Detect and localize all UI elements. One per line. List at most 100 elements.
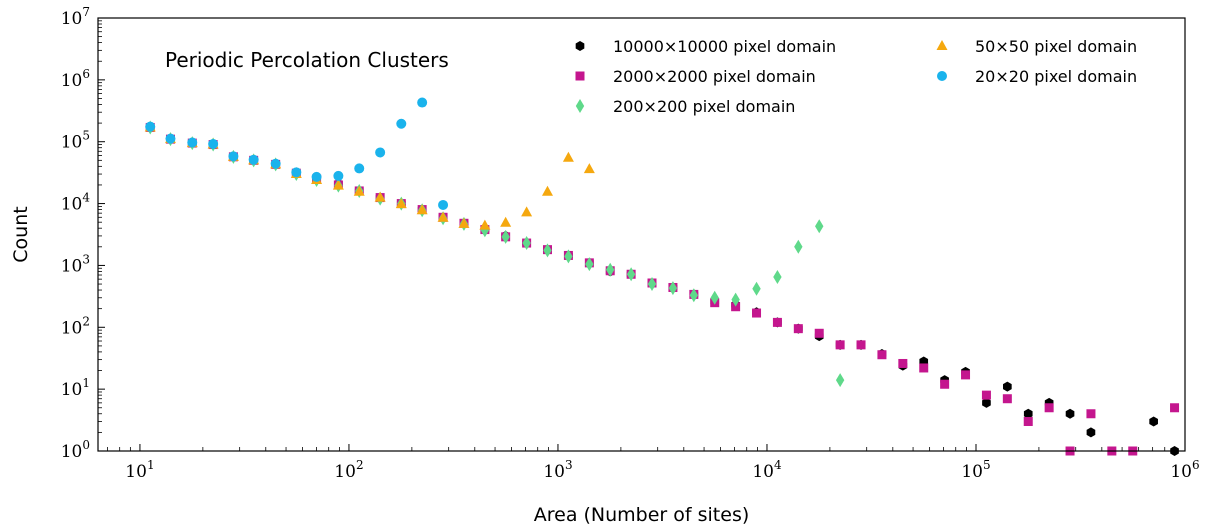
data-point [940, 379, 950, 389]
data-point [815, 219, 824, 234]
data-point [710, 290, 719, 305]
chart-title: Periodic Percolation Clusters [165, 48, 449, 72]
data-point [835, 340, 845, 350]
legend-marker [936, 40, 948, 50]
data-point [332, 179, 344, 190]
data-point [731, 302, 741, 312]
data-point [248, 154, 259, 165]
data-point [501, 229, 510, 244]
data-point [668, 281, 678, 296]
data-point [689, 288, 699, 303]
data-point [793, 324, 803, 334]
y-tick-label: 100 [61, 438, 90, 462]
data-point [228, 151, 239, 162]
y-tick-label: 104 [61, 191, 91, 215]
data-point [416, 204, 428, 215]
x-tick-label: 103 [543, 458, 572, 482]
x-tick-label: 102 [334, 458, 363, 482]
x-tick-label: 105 [961, 458, 990, 482]
data-point [856, 340, 866, 350]
data-point [1044, 403, 1054, 413]
data-point [145, 121, 156, 132]
y-tick-label: 106 [61, 67, 90, 91]
data-point [291, 167, 302, 178]
y-tick-label: 107 [61, 5, 90, 29]
data-point [1086, 427, 1096, 438]
data-point [772, 317, 782, 327]
data-point [270, 158, 281, 169]
legend-item: 2000×2000 pixel domain [575, 67, 816, 86]
legend-label: 10000×10000 pixel domain [613, 37, 836, 56]
legend: 10000×10000 pixel domain 2000×2000 pixel … [575, 37, 1137, 116]
plot-frame [97, 17, 1186, 452]
y-tick-label: 102 [61, 314, 90, 338]
legend-item: 200×200 pixel domain [575, 97, 795, 116]
data-point [1149, 416, 1158, 427]
data-point [814, 328, 824, 338]
data-point [479, 219, 491, 230]
legend-label: 20×20 pixel domain [975, 67, 1137, 86]
data-point [354, 163, 365, 174]
data-point [981, 390, 991, 400]
data-point [375, 147, 386, 158]
legend-marker [575, 71, 585, 81]
data-point [543, 243, 552, 258]
data-point [417, 97, 428, 108]
y-tick-label: 105 [61, 129, 90, 153]
x-tick-label: 104 [752, 458, 782, 482]
legend-item: 20×20 pixel domain [937, 67, 1137, 86]
legend-item: 10000×10000 pixel domain [575, 37, 836, 56]
data-point [1170, 403, 1180, 413]
data-point [562, 151, 574, 162]
data-point [773, 270, 782, 285]
data-point [1003, 381, 1012, 392]
data-point [585, 257, 594, 272]
data-point [522, 236, 531, 251]
x-tick-label: 106 [1170, 458, 1199, 482]
y-tick-label: 101 [61, 376, 90, 400]
data-point [333, 170, 344, 181]
data-point [1002, 394, 1012, 404]
series-4 [145, 97, 449, 210]
data-point [353, 185, 365, 196]
data-point [396, 118, 407, 129]
data-point [438, 199, 449, 210]
legend-marker [575, 99, 585, 113]
data-point [1023, 416, 1033, 426]
data-point [564, 249, 573, 264]
legend-label: 2000×2000 pixel domain [613, 67, 816, 86]
data-point [311, 171, 322, 182]
data-point [1023, 408, 1033, 419]
legend-label: 50×50 pixel domain [975, 37, 1137, 56]
data-point [752, 281, 761, 296]
data-points [144, 97, 1180, 456]
data-point [919, 363, 929, 373]
axes: 101 102 103 104 105 106 100 101 102 103 104 105 106 1… [61, 5, 1200, 482]
legend-label: 200×200 pixel domain [613, 97, 795, 116]
x-tick-label: 101 [125, 458, 154, 482]
data-point [583, 163, 595, 174]
data-point [208, 138, 219, 149]
data-point [395, 198, 407, 209]
data-point [982, 397, 991, 408]
y-tick-label: 103 [61, 252, 90, 276]
data-point [606, 262, 615, 277]
data-point [500, 216, 512, 227]
data-point [752, 308, 762, 318]
data-point [877, 350, 887, 360]
data-point [731, 292, 740, 307]
data-point [458, 217, 470, 228]
data-point [835, 373, 845, 388]
series-3 [144, 121, 595, 230]
legend-marker [937, 71, 947, 81]
y-axis-label: Count [10, 206, 32, 262]
data-point [165, 133, 176, 144]
data-point [898, 358, 908, 368]
x-axis-label: Area (Number of sites) [534, 504, 750, 526]
data-point [521, 206, 533, 217]
data-point [626, 267, 636, 282]
data-point [541, 185, 553, 196]
data-point [1065, 408, 1075, 419]
data-point [437, 211, 449, 222]
